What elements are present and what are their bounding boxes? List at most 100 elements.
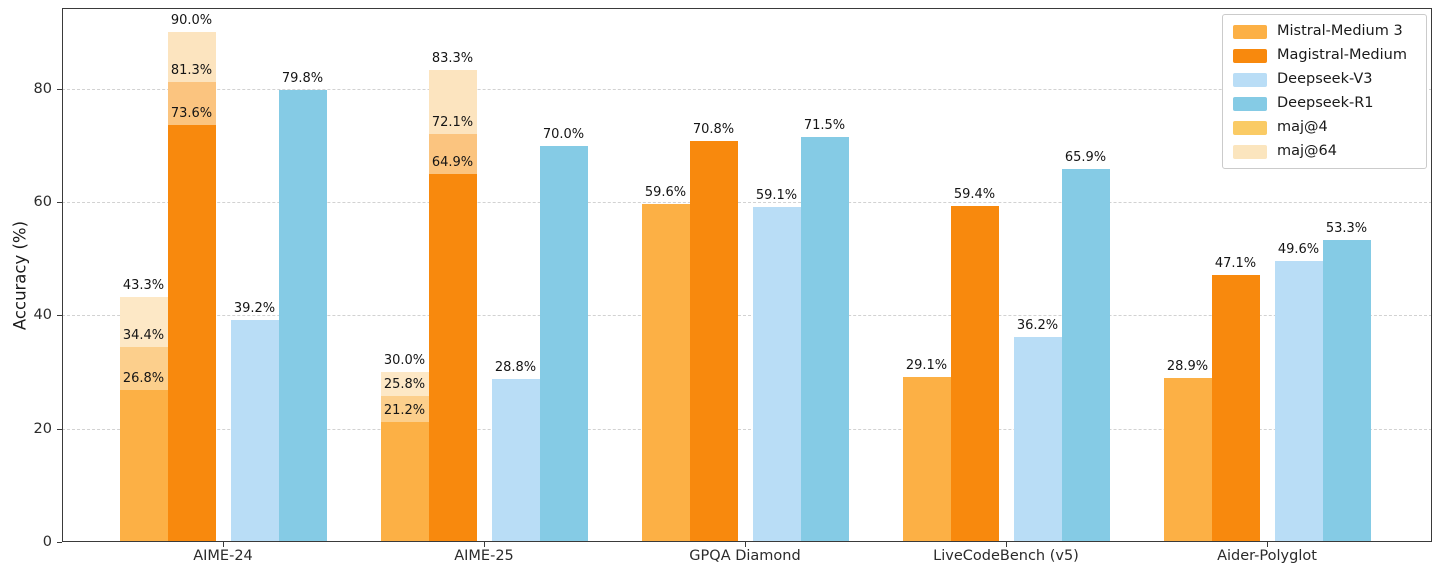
legend-swatch [1233, 72, 1267, 87]
bar-mistral-medium-3 [902, 377, 951, 542]
x-tick-label: AIME-25 [454, 548, 514, 564]
legend-item: Mistral-Medium 3 [1233, 23, 1416, 40]
y-tick-label: 0 [42, 534, 52, 550]
bar-value-label: 29.1% [905, 358, 948, 374]
legend-label: Mistral-Medium 3 [1277, 23, 1403, 39]
bar-deepseek-r1 [278, 90, 327, 542]
legend-label: maj@64 [1277, 143, 1337, 159]
y-tick-label: 60 [33, 194, 52, 211]
bar-segment-maj4 [428, 133, 477, 175]
bar-value-label: 59.4% [953, 186, 996, 202]
bar-value-label: 47.1% [1214, 256, 1257, 272]
bar-value-label: 64.9% [431, 155, 474, 171]
legend-label: Deepseek-R1 [1277, 95, 1374, 111]
bar-value-label: 70.0% [542, 126, 585, 142]
legend: Mistral-Medium 3 Magistral-Medium Deepseek… [1222, 14, 1427, 169]
bar-value-label: 79.8% [281, 71, 324, 87]
bar-value-label: 72.1% [431, 114, 474, 130]
bar-deepseek-r1 [1322, 240, 1371, 542]
bar-mistral-medium-3 [380, 421, 429, 542]
bar-mistral-medium-3 [1163, 378, 1212, 542]
legend-item: maj@4 [1233, 119, 1416, 136]
bar-value-label: 34.4% [122, 328, 165, 344]
bar-deepseek-r1 [1061, 168, 1110, 542]
bar-deepseek-v3 [491, 378, 540, 542]
bar-mistral-medium-3 [641, 204, 690, 542]
y-tick-label: 20 [33, 420, 52, 437]
bar-segment-maj64 [380, 372, 429, 396]
bar-value-label: 28.9% [1166, 359, 1209, 375]
bar-deepseek-r1 [539, 145, 588, 542]
bar-deepseek-v3 [230, 320, 279, 542]
bar-mistral-medium-3 [119, 390, 168, 542]
x-tick-label: GPQA Diamond [689, 548, 801, 564]
bar-magistral-medium [167, 125, 216, 542]
legend-swatch [1233, 96, 1267, 111]
bar-value-label: 30.0% [383, 353, 426, 369]
bar-value-label: 59.1% [755, 188, 798, 204]
bar-value-label: 36.2% [1016, 318, 1059, 333]
y-tick-mark [57, 542, 62, 543]
bar-segment-maj64 [167, 32, 216, 82]
bar-value-label: 59.6% [644, 185, 687, 201]
bar-deepseek-r1 [800, 137, 849, 542]
y-tick-label: 40 [33, 307, 52, 324]
bar-segment-maj64 [428, 70, 477, 134]
x-tick-mark [223, 542, 224, 547]
y-tick-mark [57, 428, 62, 430]
gridline [62, 428, 1432, 430]
legend-item: Magistral-Medium [1233, 47, 1416, 64]
bar-value-label: 90.0% [170, 13, 213, 29]
bar-value-label: 71.5% [803, 118, 846, 134]
legend-item: Deepseek-V3 [1233, 71, 1416, 88]
x-tick-label: LiveCodeBench (v5) [933, 548, 1079, 564]
y-tick-mark [57, 88, 62, 90]
legend-item: Deepseek-R1 [1233, 95, 1416, 112]
legend-swatch [1233, 24, 1267, 39]
x-tick-mark [1267, 542, 1268, 547]
legend-swatch [1233, 120, 1267, 135]
bar-value-label: 83.3% [431, 51, 474, 67]
bar-value-label: 70.8% [692, 122, 735, 138]
bar-value-label: 81.3% [170, 62, 213, 78]
bar-segment-maj64 [119, 296, 168, 348]
x-tick-label: AIME-24 [193, 548, 253, 564]
x-tick-label: Aider-Polyglot [1217, 548, 1317, 564]
bar-magistral-medium [428, 174, 477, 542]
bar-deepseek-v3 [1274, 261, 1323, 542]
bar-value-label: 43.3% [122, 277, 165, 293]
legend-label: maj@4 [1277, 119, 1328, 135]
gridline [62, 88, 1432, 90]
bar-segment-maj4 [167, 81, 216, 126]
bar-value-label: 39.2% [233, 301, 276, 317]
legend-item: maj@64 [1233, 143, 1416, 160]
bar-magistral-medium [950, 205, 999, 542]
gridline [62, 315, 1432, 317]
bar-magistral-medium [689, 141, 738, 542]
bar-value-label: 49.6% [1277, 242, 1320, 258]
gridline [62, 202, 1432, 204]
legend-swatch [1233, 48, 1267, 63]
legend-label: Magistral-Medium [1277, 47, 1407, 63]
x-tick-mark [1006, 542, 1007, 547]
bar-deepseek-v3 [1013, 337, 1062, 542]
bar-segment-maj4 [119, 347, 168, 391]
bar-value-label: 65.9% [1064, 149, 1107, 165]
legend-label: Deepseek-V3 [1277, 71, 1373, 87]
bar-magistral-medium [1211, 275, 1260, 542]
bar-segment-maj4 [380, 395, 429, 422]
y-tick-label: 80 [33, 80, 52, 97]
bar-value-label: 26.8% [122, 371, 165, 387]
bar-value-label: 73.6% [170, 106, 213, 122]
bar-value-label: 21.2% [383, 402, 426, 418]
bar-deepseek-v3 [752, 207, 801, 542]
x-tick-mark [484, 542, 485, 547]
bar-value-label: 53.3% [1325, 221, 1368, 237]
bar-value-label: 28.8% [494, 359, 537, 375]
bar-value-label: 25.8% [383, 376, 426, 392]
y-tick-mark [57, 315, 62, 317]
y-tick-mark [57, 202, 62, 204]
legend-swatch [1233, 144, 1267, 159]
x-tick-mark [745, 542, 746, 547]
